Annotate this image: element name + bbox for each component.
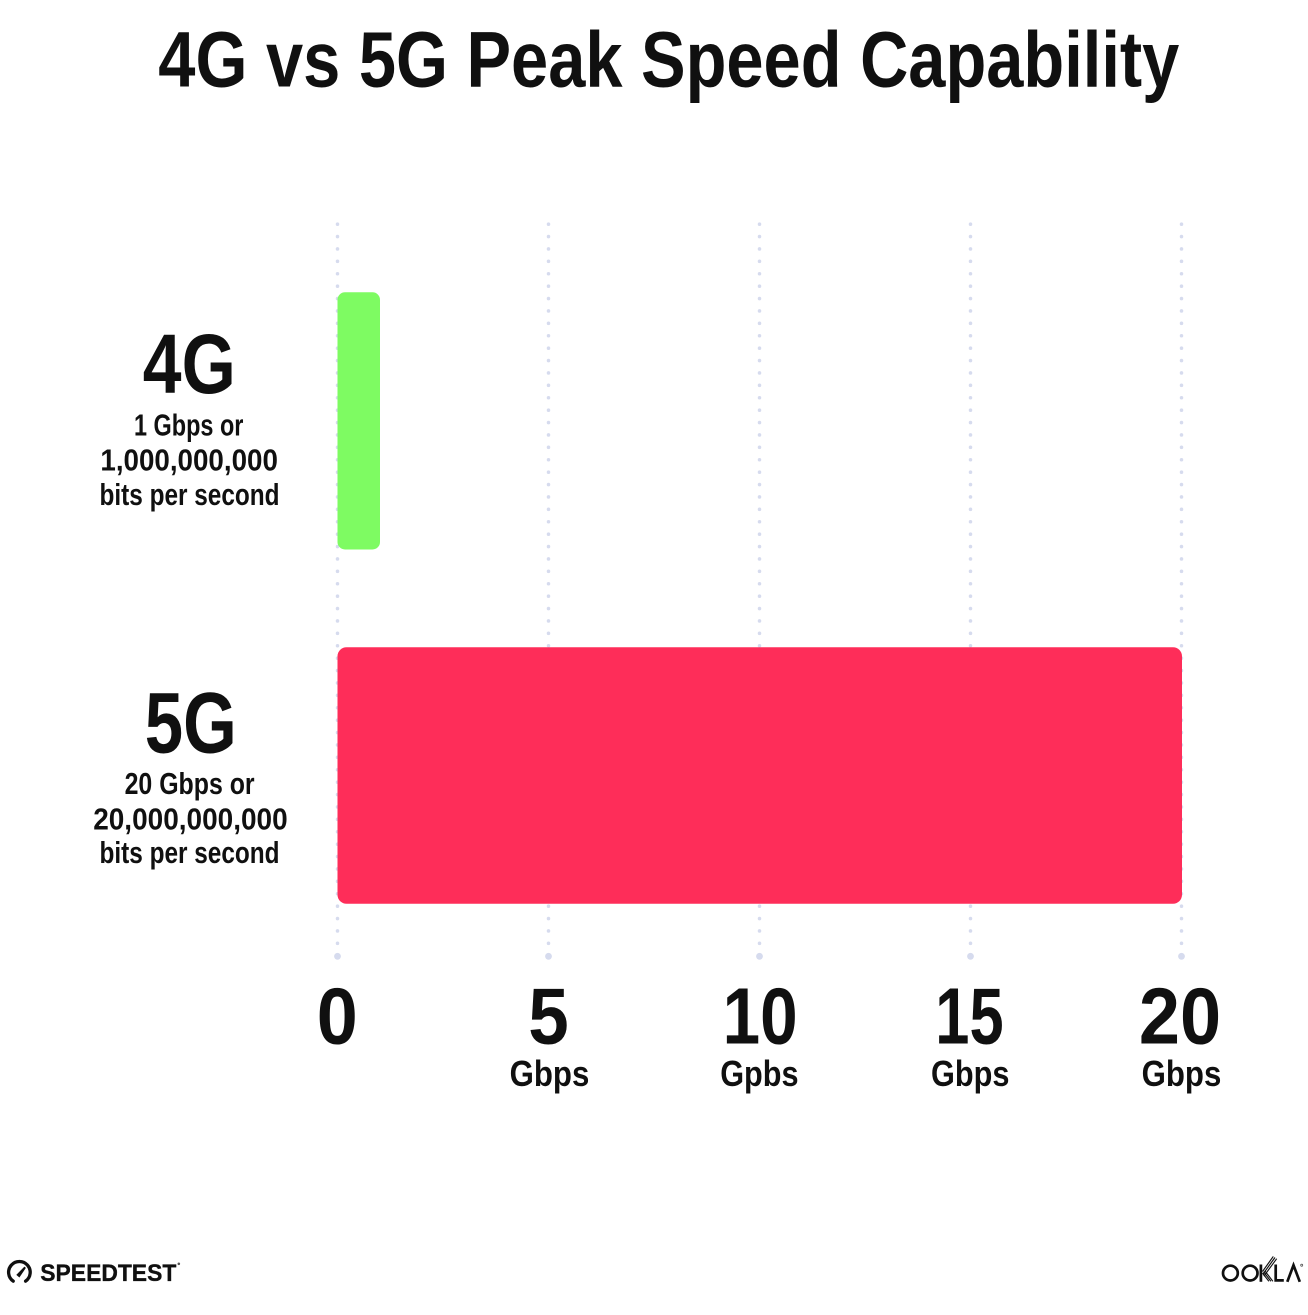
svg-text:Gpbs: Gpbs [720, 1053, 798, 1094]
svg-text:Gbps: Gbps [931, 1053, 1009, 1094]
svg-text:4G vs 5G Peak Speed Capability: 4G vs 5G Peak Speed Capability [158, 14, 1179, 103]
svg-text:20 Gbps or: 20 Gbps or [125, 766, 255, 801]
svg-text:20: 20 [1139, 971, 1221, 1060]
svg-text:bits per second: bits per second [100, 835, 280, 870]
svg-text:20,000,000,000: 20,000,000,000 [93, 801, 288, 836]
svg-text:Gbps: Gbps [510, 1053, 590, 1094]
svg-text:SPEEDTEST: SPEEDTEST [40, 1260, 176, 1287]
svg-text:15: 15 [935, 971, 1003, 1060]
svg-text:10: 10 [723, 971, 798, 1060]
svg-text:bits per second: bits per second [100, 477, 280, 512]
svg-text:5: 5 [528, 971, 569, 1060]
svg-text:0: 0 [317, 971, 358, 1060]
svg-text:1 Gbps or: 1 Gbps or [134, 408, 243, 443]
svg-text:5G: 5G [145, 675, 237, 771]
svg-text:4G: 4G [143, 317, 236, 411]
svg-text:Gbps: Gbps [1142, 1053, 1222, 1094]
svg-text:1,000,000,000: 1,000,000,000 [100, 443, 278, 478]
